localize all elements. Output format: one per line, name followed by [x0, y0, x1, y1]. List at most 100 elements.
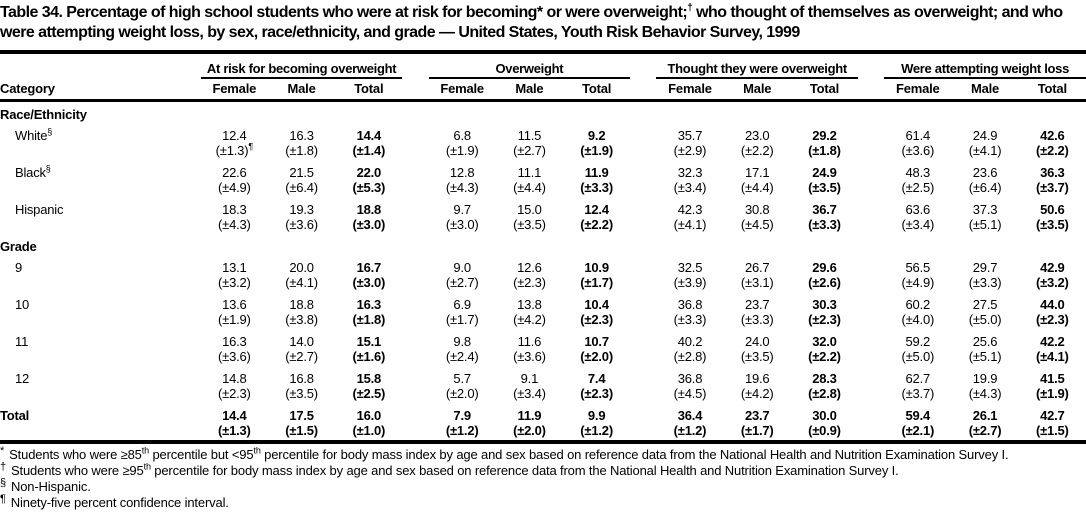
ci-cell: (±3.5): [285, 386, 318, 401]
spacer-cell: [0, 52, 201, 78]
gap-cell: [630, 217, 656, 234]
row-label-text: White: [15, 128, 48, 143]
gap-cell: [402, 329, 428, 349]
ci-cell: (±6.4): [968, 180, 1002, 195]
ordinal-superscript: th: [143, 461, 151, 472]
table-body: Race/Ethnicity White§ 12.4 16.3 14.4 6.8 11.5 9…: [0, 101, 1086, 443]
confidence-interval-row: (±3.6) (±2.7) (±1.6) (±2.4) (±3.6) (±2.0) (±2.…: [0, 349, 1086, 366]
ci-cell: (±4.5): [673, 386, 707, 401]
ci-cell: (±1.6): [352, 349, 386, 364]
value-cell: 30.0: [812, 408, 837, 423]
value-cell: 18.8: [356, 202, 382, 217]
value-cell: 22.0: [356, 165, 382, 180]
ci-cell: (±4.3): [968, 386, 1002, 401]
row-label: Black§: [0, 160, 201, 197]
footnote-text: percentile for body mass index by age an…: [260, 447, 1009, 462]
ci-cell: (±3.9): [673, 275, 707, 290]
ci-cell: (±4.1): [673, 217, 707, 232]
value-cell: 44.0: [1040, 297, 1065, 312]
gap-cell: [630, 255, 656, 275]
gap-cell: [858, 52, 884, 78]
confidence-interval-row: (±1.9) (±3.8) (±1.8) (±1.7) (±4.2) (±2.3) (±3.…: [0, 312, 1086, 329]
gap-cell: [858, 180, 884, 197]
ci-cell: (±3.2): [218, 275, 251, 290]
value-cell: 11.9: [584, 165, 609, 180]
footnote-text: Students who were ≥95: [10, 463, 144, 478]
ci-cell: (±1.9): [218, 312, 251, 327]
gap-cell: [630, 275, 656, 292]
value-cell: 14.4: [222, 408, 247, 423]
ci-cell: (±3.5): [740, 349, 774, 364]
ci-cell: (±4.4): [513, 180, 546, 195]
ci-cell: (±2.2): [740, 143, 774, 158]
section-heading-row: Grade: [0, 234, 1086, 255]
ci-cell: (±1.5): [1035, 423, 1069, 438]
ci-cell: (±2.0): [445, 386, 479, 401]
ordinal-superscript: th: [253, 445, 261, 456]
value-cell: 59.4: [905, 408, 931, 423]
ci-cell: (±3.3): [740, 312, 774, 327]
gap-cell: [402, 423, 428, 442]
ci-cell: (±4.2): [740, 386, 774, 401]
gap-cell: [402, 78, 429, 102]
ci-cell: (±2.0): [513, 423, 546, 438]
table-row: Total 14.4 17.5 16.0 7.9 11.9 9.9 36.4 23.7 30.0 5…: [0, 403, 1086, 423]
row-label-text: 11: [15, 334, 29, 349]
ci-cell: (±2.7): [285, 349, 318, 364]
col-header: Male: [951, 78, 1019, 102]
row-label-text: 12: [15, 371, 30, 386]
ci-cell: (±1.7): [445, 312, 479, 327]
value-cell: 6.8: [453, 128, 471, 143]
value-cell: 9.9: [587, 408, 606, 423]
value-cell: 26.7: [744, 260, 770, 275]
footnote: * Students who were ≥85th percentile but …: [0, 445, 1086, 463]
value-cell: 37.3: [972, 202, 998, 217]
ci-cell: (±5.1): [968, 349, 1002, 364]
confidence-interval-row: (±1.3)¶ (±1.8) (±1.4) (±1.9) (±2.7) (±1.9) (±2…: [0, 142, 1086, 160]
gap-cell: [402, 366, 428, 386]
value-cell: 29.7: [972, 260, 998, 275]
gap-cell: [402, 123, 428, 143]
gap-cell: [402, 275, 428, 292]
value-cell: 18.8: [289, 297, 314, 312]
ci-cell: (±4.1): [285, 275, 318, 290]
value-cell: 12.6: [517, 260, 542, 275]
ci-cell: (±1.5): [285, 423, 318, 438]
table-row: 12 14.8 16.8 15.8 5.7 9.1 7.4 36.8 19.6 28.3 62.7 1…: [0, 366, 1086, 386]
value-cell: 9.0: [453, 260, 471, 275]
value-cell: 40.2: [677, 334, 703, 349]
ci-text: (±1.3): [215, 143, 249, 158]
table-row: 9 13.1 20.0 16.7 9.0 12.6 10.9 32.5 26.7 29.6 56.5…: [0, 255, 1086, 275]
confidence-interval-row: (±1.3) (±1.5) (±1.0) (±1.2) (±2.0) (±1.2) (±1.…: [0, 423, 1086, 442]
ci-cell: (±3.0): [445, 217, 479, 232]
gap-cell: [630, 180, 656, 197]
value-cell: 20.0: [289, 260, 314, 275]
value-cell: 32.0: [812, 334, 837, 349]
section-sign-marker: §: [47, 126, 53, 137]
ci-cell: (±4.9): [901, 275, 935, 290]
value-cell: 14.0: [289, 334, 314, 349]
ci-cell: (±1.9): [580, 143, 613, 158]
footnote-text: Ninety-five percent confidence interval.: [10, 495, 229, 510]
col-header: Total: [335, 78, 403, 102]
row-label: Hispanic: [0, 197, 201, 234]
value-cell: 13.8: [517, 297, 542, 312]
group-header-row: At risk for becoming overweight Overweig…: [0, 52, 1086, 79]
ci-cell: (±4.5): [740, 217, 774, 232]
value-cell: 41.5: [1040, 371, 1065, 386]
ci-cell: (±3.7): [1035, 180, 1069, 195]
ci-cell: (±2.5): [352, 386, 386, 401]
value-cell: 35.7: [677, 128, 703, 143]
ci-cell: (±0.9): [808, 423, 841, 438]
ci-cell: (±1.7): [740, 423, 774, 438]
group-header-thought-overweight: Thought they were overweight: [656, 52, 859, 79]
ci-cell: (±3.6): [513, 349, 546, 364]
gap-cell: [630, 312, 656, 329]
value-cell: 18.3: [222, 202, 247, 217]
ci-cell: (±3.5): [1035, 217, 1069, 232]
table-row: Hispanic 18.3 19.3 18.8 9.7 15.0 12.4 42.3 30.8 3…: [0, 197, 1086, 217]
row-label: 10: [0, 292, 201, 329]
value-cell: 24.9: [972, 128, 998, 143]
gap-cell: [630, 160, 656, 180]
ci-cell: (±4.4): [740, 180, 774, 195]
